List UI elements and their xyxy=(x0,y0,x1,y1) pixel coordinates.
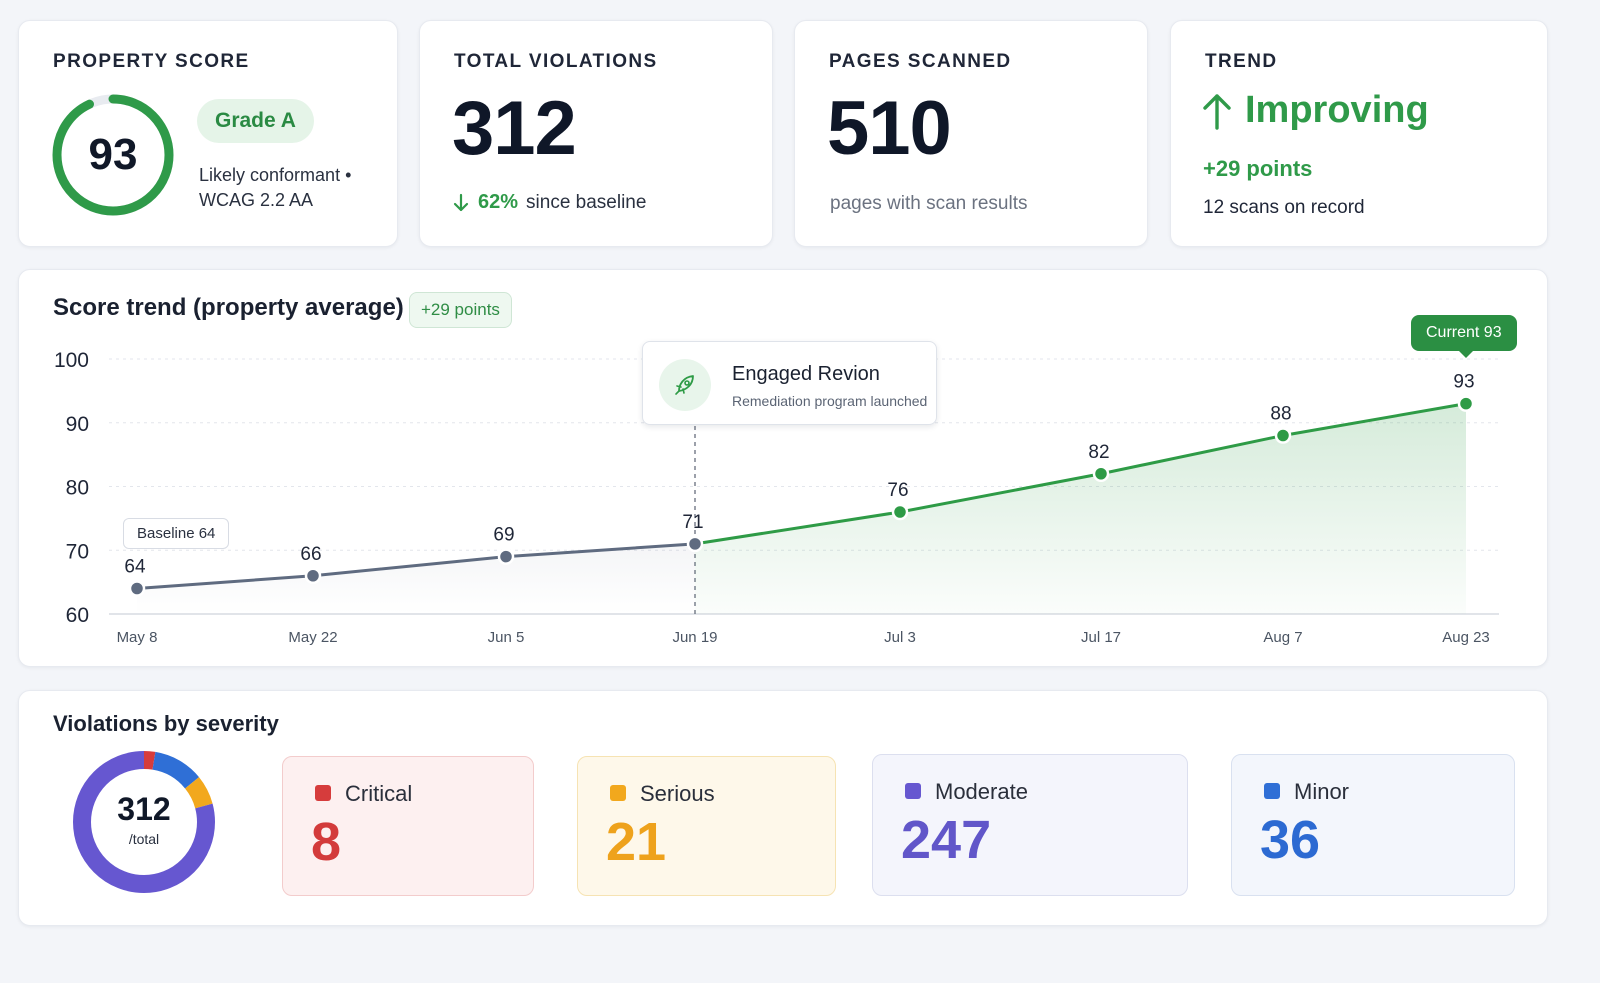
severity-donut: 312 /total xyxy=(71,749,217,895)
x-tick-label: Aug 23 xyxy=(1442,629,1490,646)
score-trend-card: Score trend (property average) +29 point… xyxy=(18,269,1548,667)
serious-label: Serious xyxy=(640,781,715,806)
moderate-value: 247 xyxy=(901,810,992,870)
score-trend-title: Score trend (property average) xyxy=(53,294,404,321)
data-label: 76 xyxy=(887,480,908,501)
conformance-line-1: Likely conformant • xyxy=(199,165,352,185)
pages-scanned-value: 510 xyxy=(827,86,952,171)
data-point xyxy=(891,503,909,521)
donut-total-label: /total xyxy=(128,831,160,847)
severity-minor-card[interactable]: Minor 36 xyxy=(1231,754,1515,896)
trend-card: TREND Improving +29 points 12 scans on r… xyxy=(1170,20,1548,247)
pages-scanned-card: PAGES SCANNED 510 pages with scan result… xyxy=(794,20,1148,247)
pages-scanned-label: PAGES SCANNED xyxy=(829,51,1012,72)
severity-moderate-card[interactable]: Moderate 247 xyxy=(872,754,1188,896)
severity-card: Violations by severity 312 /total Critic… xyxy=(18,690,1548,926)
property-score-card: PROPERTY SCORE 93 Grade A Likely conform… xyxy=(18,20,398,247)
annotation-subtitle: Remediation program launched xyxy=(732,393,928,409)
rocket-icon xyxy=(659,359,711,411)
grade-badge: Grade A xyxy=(197,99,314,143)
data-point xyxy=(128,580,146,597)
minor-value: 36 xyxy=(1260,810,1321,870)
data-label: 64 xyxy=(124,557,146,578)
pages-scanned-sub: pages with scan results xyxy=(830,193,1028,214)
baseline-area xyxy=(137,543,695,614)
minor-label: Minor xyxy=(1294,779,1350,804)
x-tick-label: Jun 5 xyxy=(488,629,525,646)
data-point xyxy=(1092,465,1110,482)
total-violations-card: TOTAL VIOLATIONS 312 62% since baseline xyxy=(419,20,773,247)
data-point xyxy=(1274,427,1292,444)
x-tick-label: Aug 7 xyxy=(1263,629,1302,646)
score-value: 93 xyxy=(88,130,138,179)
y-tick-label: 100 xyxy=(54,349,89,372)
critical-swatch xyxy=(315,785,331,801)
score-ring: 93 xyxy=(47,89,179,221)
y-tick-label: 80 xyxy=(66,477,89,500)
current-score-label: Current 93 xyxy=(1411,315,1517,351)
severity-title: Violations by severity xyxy=(53,711,279,736)
data-point xyxy=(304,567,322,584)
score-trend-badge: +29 points xyxy=(409,292,512,328)
conformance-line-2: WCAG 2.2 AA xyxy=(199,190,314,210)
y-tick-label: 90 xyxy=(66,413,89,436)
trend-status: Improving xyxy=(1201,89,1429,132)
total-violations-label: TOTAL VIOLATIONS xyxy=(454,51,658,72)
severity-serious-card[interactable]: Serious 21 xyxy=(577,756,836,896)
trend-points: +29 points xyxy=(1203,156,1313,181)
data-point xyxy=(1457,395,1475,412)
arrow-down-icon xyxy=(453,193,469,211)
violations-change: 62% since baseline xyxy=(452,191,646,214)
critical-label: Critical xyxy=(345,781,413,806)
y-tick-label: 60 xyxy=(66,604,89,627)
x-tick-label: Jun 19 xyxy=(672,629,717,646)
arrow-up-icon xyxy=(1203,93,1231,130)
property-score-label: PROPERTY SCORE xyxy=(53,51,250,72)
annotation-title: Engaged Revion xyxy=(732,363,880,385)
improvement-area xyxy=(695,403,1466,614)
baseline-label: Baseline 64 xyxy=(123,518,230,549)
data-label: 69 xyxy=(493,525,514,546)
trend-status-text: Improving xyxy=(1245,89,1429,131)
conformance-status: Likely conformant • WCAG 2.2 AA xyxy=(199,163,379,213)
severity-critical-card[interactable]: Critical 8 xyxy=(282,756,534,896)
current-score-tag: Current 93 xyxy=(1411,315,1517,358)
x-tick-label: May 8 xyxy=(117,629,158,646)
data-label: 71 xyxy=(682,512,703,533)
serious-value: 21 xyxy=(606,812,667,872)
data-label: 88 xyxy=(1270,404,1291,425)
total-violations-value: 312 xyxy=(452,86,577,171)
moderate-swatch xyxy=(905,783,921,799)
series-line-before xyxy=(136,542,696,590)
data-point xyxy=(497,548,515,565)
annotation-card[interactable]: Engaged Revion Remediation program launc… xyxy=(642,341,937,425)
donut-total: 312 xyxy=(117,791,171,827)
x-tick-label: Jul 3 xyxy=(884,629,916,646)
trend-label: TREND xyxy=(1205,51,1278,72)
y-tick-label: 70 xyxy=(66,540,89,563)
donut-segment-moderate xyxy=(73,751,215,893)
score-trend-chart: 100 90 80 70 60 May 8 May 22 Jun 5 Jun 19 Jul 3 Ju… xyxy=(54,349,1499,646)
data-point xyxy=(686,535,704,553)
moderate-label: Moderate xyxy=(935,779,1028,804)
data-label: 82 xyxy=(1088,442,1109,463)
serious-swatch xyxy=(610,785,626,801)
trend-scans: 12 scans on record xyxy=(1203,197,1365,218)
x-tick-label: May 22 xyxy=(288,629,337,646)
critical-value: 8 xyxy=(311,812,342,872)
data-label: 93 xyxy=(1453,372,1474,393)
x-tick-label: Jul 17 xyxy=(1081,629,1121,646)
minor-swatch xyxy=(1264,783,1280,799)
violations-change-text: since baseline xyxy=(526,191,647,213)
data-label: 66 xyxy=(300,544,321,565)
violations-change-pct: 62% xyxy=(478,191,519,213)
score-ring-progress xyxy=(52,94,174,216)
